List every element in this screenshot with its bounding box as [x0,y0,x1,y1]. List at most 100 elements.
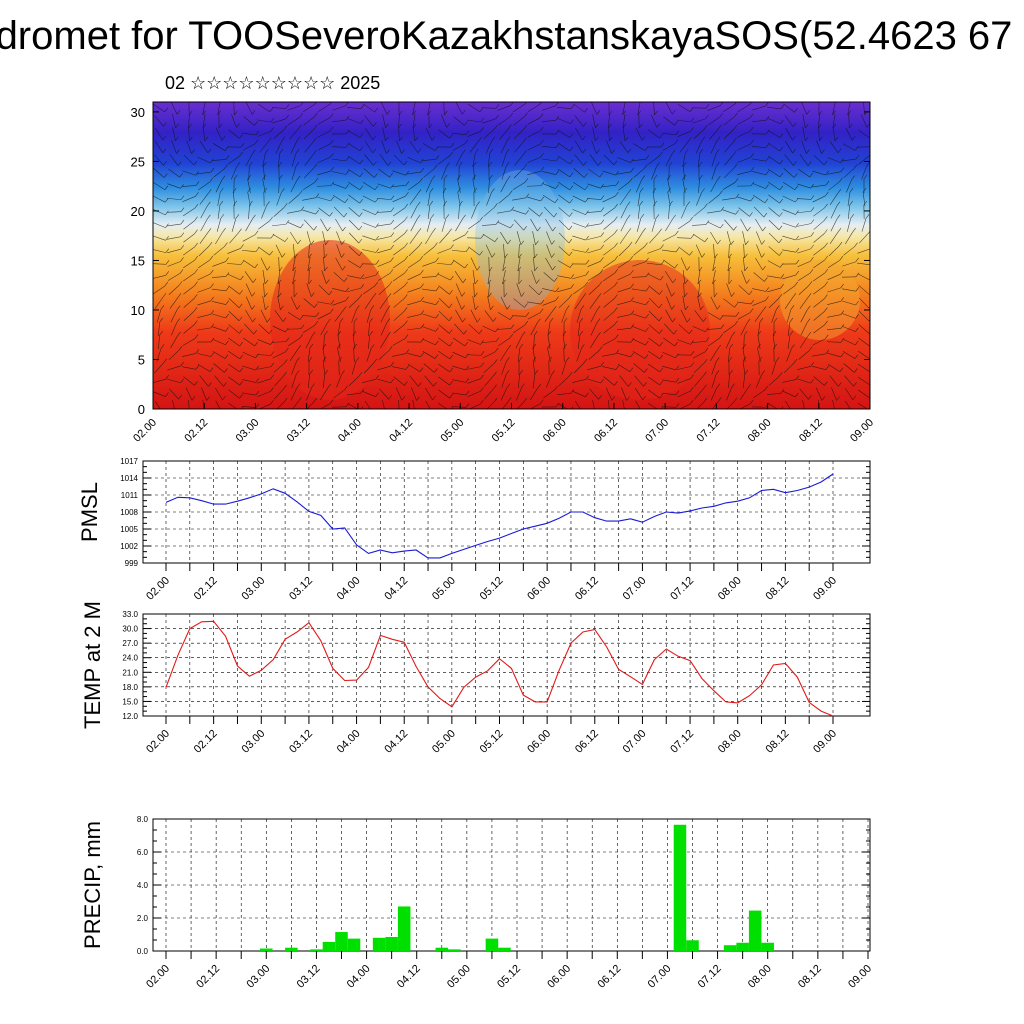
wind-barb-flag [795,223,799,228]
wind-barb [362,274,376,280]
wind-barb [412,114,416,128]
wind-barb-flag [343,277,348,282]
wind-barb [752,158,766,162]
wind-barb [782,274,796,280]
x-tick-label: 06.00 [525,575,553,603]
wind-barb-flag [540,139,544,145]
wind-barb-flag [675,353,679,358]
precip-bar [385,936,398,951]
wind-barb [648,376,660,386]
wind-barb-flag [716,383,721,388]
wind-barb-flag [730,240,735,245]
wind-barb-flag [582,135,586,141]
wind-barb [683,282,685,298]
wind-barb [529,403,541,409]
wind-barb [635,179,643,193]
wind-barb [710,348,718,362]
wind-barb [438,376,450,386]
wind-barb-flag [495,327,499,333]
wind-barb-flag [852,136,856,141]
wind-barb [737,312,751,320]
wind-barb [799,154,809,166]
wind-barb [202,127,206,141]
wind-barb [393,233,405,243]
wind-barb [364,154,374,166]
x-tick-label: 07.12 [668,575,696,603]
wind-barb [500,296,508,310]
wind-barb [692,341,706,343]
wind-barb [632,143,646,151]
wind-barb [466,354,482,356]
wind-barb-flag [489,174,493,180]
wind-barb-flag [729,369,733,375]
wind-barb-flag [660,275,664,281]
wind-barb [470,309,478,323]
wind-barb-flag [552,226,556,232]
wind-barb-flag [191,396,196,401]
wind-barb-flag [806,149,810,154]
wind-barb [332,183,346,189]
wind-barb [500,179,508,193]
wind-barb [170,322,178,336]
wind-barb-flag [521,383,525,388]
wind-barb-flag [744,266,748,272]
wind-barb [827,352,841,358]
wind-barb [197,287,211,293]
wind-barb [677,131,691,137]
wind-barb-flag [189,136,193,142]
wind-barb [470,257,478,271]
wind-barb-flag [547,343,551,349]
wind-barb-flag [749,308,754,313]
wind-barb [425,179,433,193]
wind-barb [832,114,836,128]
wind-barb-flag [224,368,228,373]
wind-barb [169,154,179,166]
wind-barb-flag [179,172,183,178]
wind-barb-flag [404,203,409,209]
wind-barb [183,311,195,321]
wind-barb [547,335,551,349]
wind-barb [452,132,466,136]
wind-barb [182,366,196,370]
wind-barb [742,374,746,388]
wind-barb-flag [446,162,450,167]
wind-barb [153,275,166,279]
wind-barb-flag [209,367,214,372]
wind-barb [798,350,810,360]
wind-barb [393,376,405,386]
wind-barb [263,282,265,298]
wind-barb [303,167,315,179]
wind-barb-flag [569,198,573,204]
wind-barb-flag [762,306,767,311]
wind-barb-flag [871,245,874,249]
wind-barb [410,218,418,232]
wind-barb-flag [176,318,181,323]
wind-barb [215,179,223,193]
wind-barb-flag [435,327,439,332]
wind-barb-flag [538,290,543,295]
wind-barb-flag [840,158,844,163]
wind-barb [348,298,360,308]
wind-barb [572,209,586,215]
wind-barb [858,376,870,386]
wind-barb [618,181,630,191]
x-tick-label: 04.12 [382,728,410,756]
wind-barb [186,140,192,154]
wind-barb [557,275,571,279]
wind-barb-flag [476,201,480,206]
wind-barb-flag [495,114,499,120]
wind-barb [348,375,360,387]
wind-barb [858,155,870,165]
wind-barb [304,219,314,231]
wind-barb-flag [297,344,302,350]
wind-barb-flag [462,214,466,220]
wind-barb [392,185,406,187]
wind-barb-flag [806,110,810,115]
wind-barb-flag [825,170,829,176]
wind-barb [243,116,255,126]
wind-barb-flag [279,174,283,180]
wind-barb [771,309,777,323]
wind-barb [278,178,280,194]
wind-barb [197,353,211,357]
wind-barb [333,272,345,282]
